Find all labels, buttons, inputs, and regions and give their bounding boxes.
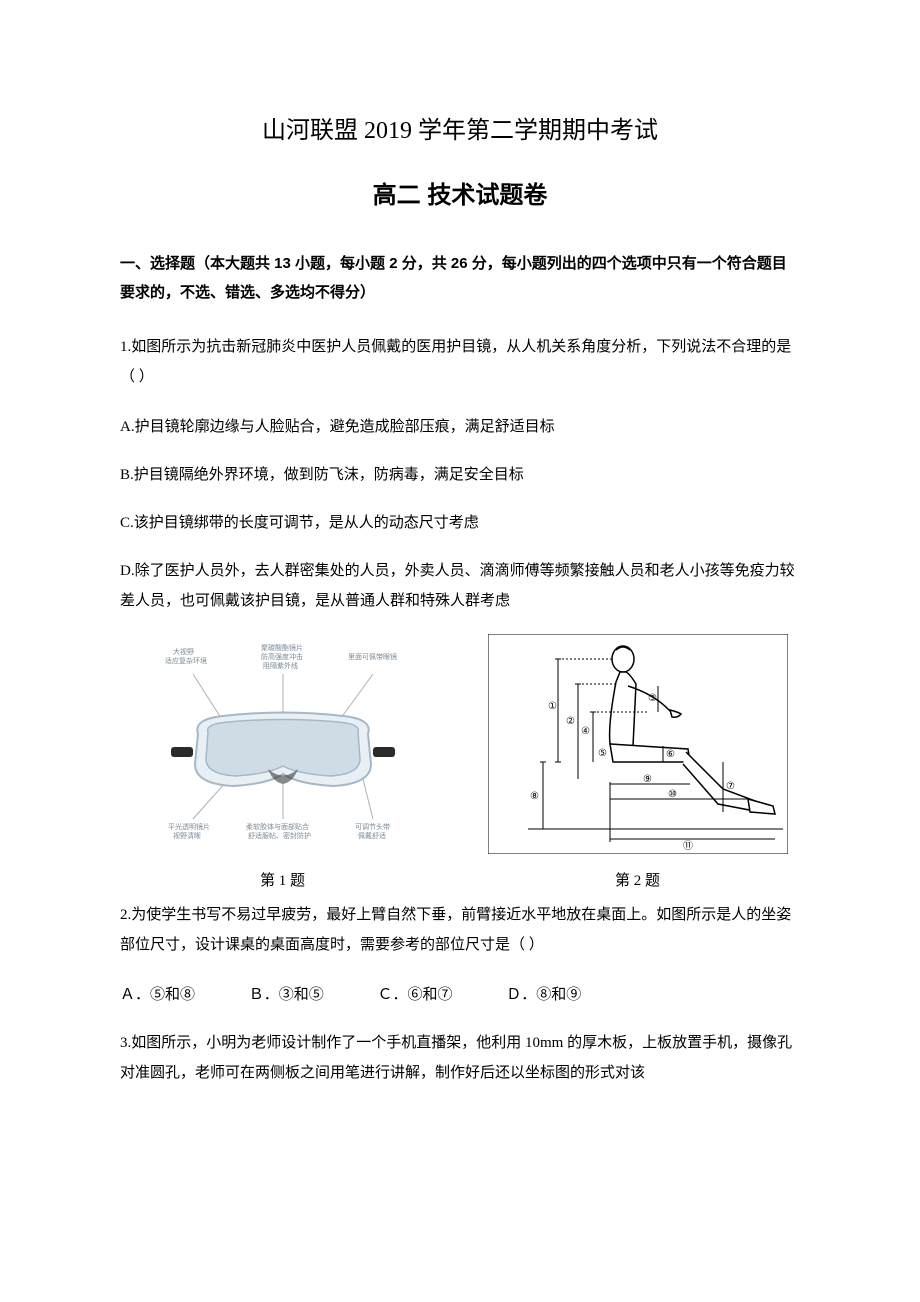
posture-border	[488, 634, 788, 854]
q2-stem: 2.为使学生书写不易过早疲劳，最好上臂自然下垂，前臂接近水平地放在桌面上。如图所…	[120, 900, 800, 960]
q3-stem: 3.如图所示，小明为老师设计制作了一个手机直播架，他利用 10mm 的厚木板，上…	[120, 1028, 800, 1088]
goggle-label-bl2: 视野清晰	[173, 831, 201, 840]
dim-2: ②	[566, 716, 575, 727]
exam-title-main: 山河联盟 2019 学年第二学期期中考试	[120, 110, 800, 145]
strap-right	[373, 747, 395, 757]
goggle-label-tl: 大视野	[173, 647, 194, 656]
q1-option-a: A.护目镜轮廓边缘与人脸贴合，避免造成脸部压痕，满足舒适目标	[120, 412, 800, 442]
dim-1: ①	[548, 701, 557, 712]
q2-options: Ａ．⑤和⑧ Ｂ．③和⑤ Ｃ．⑥和⑦ Ｄ．⑧和⑨	[120, 980, 800, 1010]
goggle-label-tl2: 适应复杂环境	[165, 656, 207, 665]
q1-stem: 1.如图所示为抗击新冠肺炎中医护人员佩戴的医用护目镜，从人机关系角度分析，下列说…	[120, 332, 800, 392]
goggle-label-bl: 平光透明镜片	[168, 822, 210, 831]
figure-1-caption: 第 1 题	[260, 869, 305, 890]
q2-option-a: Ａ．⑤和⑧	[120, 980, 195, 1010]
section-1-header: 一、选择题（本大题共 13 小题，每小题 2 分，共 26 分，每小题列出的四个…	[120, 250, 800, 307]
posture-figure: ① ② ③ ④ ⑤ ⑥ ⑦ ⑧ ⑨ ⑩ ⑪	[488, 634, 788, 854]
dim-10: ⑩	[668, 789, 677, 800]
figure-2-box: ① ② ③ ④ ⑤ ⑥ ⑦ ⑧ ⑨ ⑩ ⑪ 第 2 题	[475, 634, 800, 890]
goggle-label-tm2: 防高强度冲击	[261, 652, 303, 661]
dim-6: ⑥	[666, 749, 675, 760]
figure-1-box: 大视野 适应复杂环境 聚碳酸酯镜片 防高强度冲击 阻隔紫外线 里面可佩带眼镜 平…	[120, 634, 445, 890]
q1-option-d: D.除了医护人员外，去人群密集处的人员，外卖人员、滴滴师傅等频繁接触人员和老人小…	[120, 556, 800, 616]
goggle-label-tm: 聚碳酸酯镜片	[261, 643, 303, 652]
goggle-label-br2: 佩戴舒适	[358, 831, 386, 840]
dim-4: ④	[581, 726, 590, 737]
goggle-label-bm2: 舒适服帖、密封防护	[248, 831, 311, 840]
q2-option-d: Ｄ．⑧和⑨	[506, 980, 581, 1010]
dim-7: ⑦	[726, 781, 735, 792]
figure-row: 大视野 适应复杂环境 聚碳酸酯镜片 防高强度冲击 阻隔紫外线 里面可佩带眼镜 平…	[120, 634, 800, 890]
q1-option-b: B.护目镜隔绝外界环境，做到防飞沫，防病毒，满足安全目标	[120, 460, 800, 490]
goggles-figure: 大视野 适应复杂环境 聚碳酸酯镜片 防高强度冲击 阻隔紫外线 里面可佩带眼镜 平…	[133, 634, 433, 854]
dim-11: ⑪	[683, 840, 693, 852]
dim-9: ⑨	[643, 774, 652, 785]
q2-option-b: Ｂ．③和⑤	[249, 980, 324, 1010]
dim-8: ⑧	[530, 791, 539, 802]
q2-option-c: Ｃ．⑥和⑦	[378, 980, 453, 1010]
figure-2-caption: 第 2 题	[615, 869, 660, 890]
goggle-label-tm3: 阻隔紫外线	[263, 661, 298, 670]
goggle-label-br: 可调节头带	[355, 822, 390, 831]
exam-title-sub: 高二 技术试题卷	[120, 175, 800, 210]
dim-5: ⑤	[598, 748, 607, 759]
goggle-label-tr: 里面可佩带眼镜	[348, 652, 397, 661]
dim-3: ③	[648, 693, 657, 704]
q1-option-c: C.该护目镜绑带的长度可调节，是从人的动态尺寸考虑	[120, 508, 800, 538]
strap-left	[171, 747, 193, 757]
goggle-label-bm: 柔软胶体与面部贴合	[246, 822, 309, 831]
